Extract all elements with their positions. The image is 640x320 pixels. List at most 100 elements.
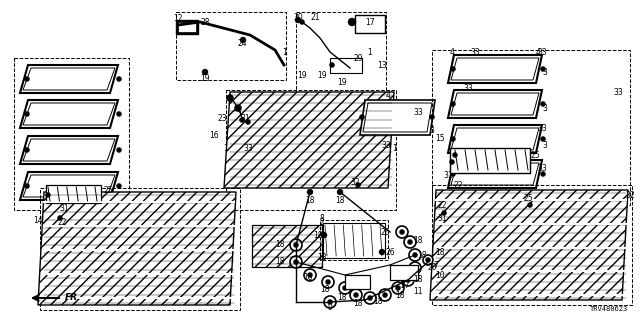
Circle shape	[324, 296, 336, 308]
Circle shape	[322, 276, 334, 288]
Text: 21: 21	[310, 12, 320, 21]
Circle shape	[290, 239, 302, 251]
Text: 24: 24	[237, 38, 247, 47]
Text: 33: 33	[537, 124, 547, 132]
Circle shape	[295, 17, 301, 23]
Text: 18: 18	[353, 300, 363, 308]
Circle shape	[406, 277, 410, 283]
Circle shape	[399, 229, 404, 235]
Text: 29: 29	[353, 53, 363, 62]
Circle shape	[367, 295, 372, 300]
Circle shape	[413, 266, 417, 270]
Circle shape	[202, 69, 208, 75]
Text: 3: 3	[543, 103, 547, 113]
Circle shape	[392, 282, 404, 294]
Text: 26: 26	[385, 247, 395, 257]
Circle shape	[413, 252, 417, 258]
Polygon shape	[20, 65, 118, 93]
Text: 18: 18	[373, 298, 383, 307]
Circle shape	[451, 137, 456, 141]
Bar	[176, 12, 286, 80]
Bar	[450, 148, 530, 173]
Circle shape	[300, 20, 305, 25]
Circle shape	[402, 274, 414, 286]
Text: 33: 33	[381, 140, 391, 149]
Circle shape	[116, 111, 122, 116]
Circle shape	[383, 292, 387, 298]
Text: 18: 18	[320, 285, 330, 294]
Text: 18: 18	[417, 251, 427, 260]
Text: 4: 4	[385, 91, 390, 100]
Text: 23: 23	[217, 114, 227, 123]
Circle shape	[239, 117, 244, 123]
Circle shape	[449, 159, 454, 164]
Polygon shape	[363, 103, 432, 132]
Text: 25: 25	[523, 194, 533, 203]
Text: 18: 18	[313, 230, 323, 239]
Circle shape	[328, 300, 333, 305]
Bar	[176, 20, 198, 34]
Polygon shape	[20, 136, 118, 164]
Polygon shape	[20, 172, 118, 200]
Text: 31: 31	[443, 171, 453, 180]
Circle shape	[347, 65, 353, 71]
Text: 32: 32	[625, 190, 635, 199]
Text: 18: 18	[335, 196, 345, 204]
Text: 7: 7	[433, 260, 438, 269]
Text: 18: 18	[413, 236, 423, 244]
Text: 17: 17	[365, 18, 375, 27]
Polygon shape	[23, 139, 115, 161]
Polygon shape	[451, 128, 539, 150]
Bar	[320, 220, 388, 260]
Text: 11: 11	[413, 287, 423, 297]
Bar	[178, 22, 196, 32]
Text: 1: 1	[283, 47, 287, 57]
Circle shape	[426, 258, 431, 262]
Circle shape	[396, 285, 401, 291]
Circle shape	[541, 101, 545, 107]
Circle shape	[307, 189, 313, 195]
Text: 32: 32	[350, 178, 360, 187]
Circle shape	[304, 269, 316, 281]
Circle shape	[451, 67, 456, 71]
Circle shape	[541, 137, 545, 141]
Text: 25: 25	[530, 150, 540, 159]
Polygon shape	[451, 58, 539, 80]
Text: 18: 18	[275, 239, 285, 249]
Text: 33: 33	[463, 84, 473, 92]
Text: 18: 18	[337, 293, 347, 302]
Circle shape	[408, 239, 413, 244]
Circle shape	[339, 282, 351, 294]
Text: TRV480623: TRV480623	[589, 306, 628, 312]
Polygon shape	[448, 125, 542, 153]
Polygon shape	[23, 68, 115, 90]
Circle shape	[409, 249, 421, 261]
Text: 31: 31	[59, 204, 69, 212]
Text: 22: 22	[437, 201, 447, 210]
Text: 33: 33	[537, 47, 547, 57]
Text: 33: 33	[243, 143, 253, 153]
Circle shape	[326, 279, 330, 284]
Bar	[355, 15, 385, 33]
Text: 4: 4	[449, 47, 454, 57]
Text: 16: 16	[209, 131, 219, 140]
Circle shape	[246, 119, 250, 124]
Text: 30: 30	[293, 12, 303, 21]
Text: 1: 1	[392, 143, 397, 153]
Bar	[432, 185, 632, 305]
Text: 3: 3	[543, 140, 547, 149]
Text: 19: 19	[337, 77, 347, 86]
Text: 14: 14	[33, 215, 43, 225]
Circle shape	[58, 215, 63, 220]
Text: 18: 18	[317, 253, 327, 262]
Circle shape	[307, 273, 312, 277]
Text: 2: 2	[319, 218, 324, 227]
Text: 22: 22	[453, 180, 463, 189]
Bar	[432, 50, 630, 205]
Text: 18: 18	[435, 247, 445, 257]
Circle shape	[541, 67, 545, 71]
Circle shape	[294, 243, 298, 247]
Bar	[252, 225, 322, 267]
Circle shape	[45, 193, 51, 197]
Text: 18: 18	[396, 291, 404, 300]
